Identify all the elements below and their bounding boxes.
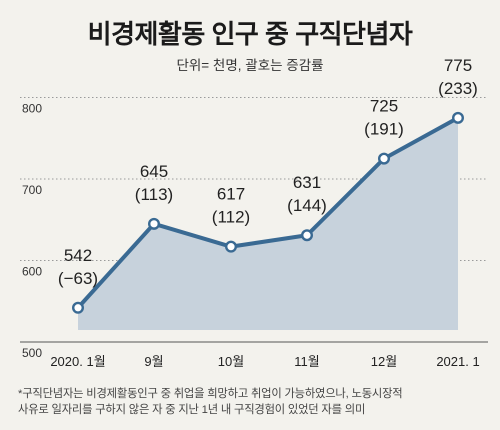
x-tick-label: 9월: [144, 354, 163, 369]
data-value-label: 775: [444, 56, 472, 75]
footnote-line-2: 사유로 일자리를 구하지 않은 자 중 지난 1년 내 구직경험이 있었던 자를…: [18, 404, 366, 416]
data-value-label: 631: [293, 173, 321, 192]
data-value-label: 645: [140, 162, 168, 181]
x-tick-label: 2020. 1월: [50, 354, 105, 369]
series-line: [76, 115, 460, 310]
x-tick-label: 11월: [294, 354, 319, 369]
footnote: *구직단념자는 비경제활동인구 중 취업을 희망하고 취업이 가능하였으나, 노…: [18, 386, 490, 418]
data-point: [147, 217, 160, 230]
data-change-label: (233): [438, 79, 478, 98]
data-point: [452, 111, 465, 124]
data-change-label: (112): [212, 208, 250, 227]
data-point: [224, 240, 237, 253]
data-change-label: (−63): [58, 269, 98, 288]
y-tick-label: 600: [22, 265, 42, 279]
area-fill: [78, 117, 458, 330]
x-tick-label: 2021. 1: [436, 354, 479, 369]
y-tick-label: 800: [22, 102, 42, 116]
unit-note: 단위= 천명, 괄호는 증감률: [176, 58, 324, 73]
data-value-label: 542: [64, 246, 92, 265]
y-tick-label: 700: [22, 183, 42, 197]
data-change-label: (191): [364, 120, 404, 139]
x-tick-label: 10월: [218, 354, 244, 369]
data-point: [378, 152, 391, 165]
data-point: [71, 301, 84, 314]
footnote-line-1: *구직단념자는 비경제활동인구 중 취업을 희망하고 취업이 가능하였으나, 노…: [18, 388, 403, 400]
data-change-label: (113): [135, 185, 173, 204]
data-value-label: 725: [370, 97, 398, 116]
data-value-label: 617: [217, 185, 245, 204]
chart-title: 비경제활동 인구 중 구직단념자: [87, 19, 413, 49]
x-tick-label: 12월: [371, 354, 397, 369]
data-point: [301, 229, 314, 242]
y-tick-label: 500: [22, 346, 42, 360]
data-change-label: (144): [287, 196, 327, 215]
